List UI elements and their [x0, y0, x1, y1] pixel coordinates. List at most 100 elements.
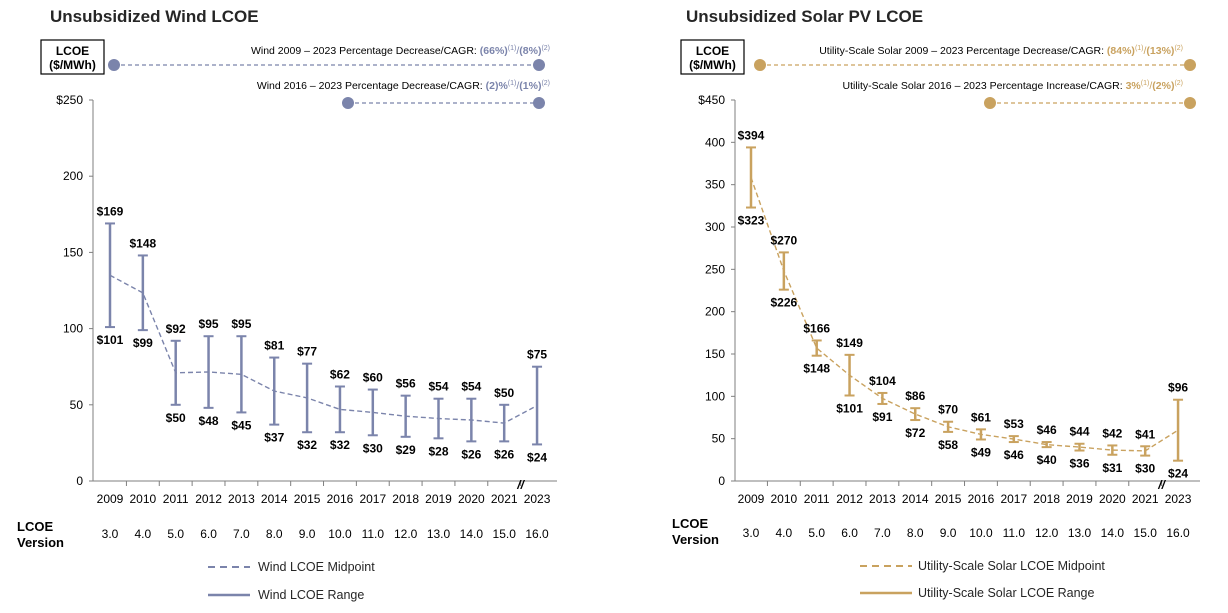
low-label: $48 [199, 414, 219, 428]
note-sup: (2) [1174, 80, 1183, 87]
version-label: 10.0 [328, 527, 352, 541]
version-label: 15.0 [1134, 526, 1158, 540]
ylabel-line: LCOE [56, 44, 89, 58]
version-axis-label: LCOE [17, 519, 53, 534]
version-label: 7.0 [233, 527, 250, 541]
note-range-start-dot [342, 97, 354, 109]
ylabel-line: LCOE [696, 44, 729, 58]
note-sup: (1) [508, 45, 517, 52]
low-label: $30 [1135, 462, 1155, 476]
high-label: $41 [1135, 427, 1155, 441]
version-label: 9.0 [299, 527, 316, 541]
note-sep: / [1149, 80, 1152, 92]
note-range-end-dot [533, 97, 545, 109]
low-label: $26 [461, 447, 481, 461]
note-label: Wind 2016 – 2023 Percentage Decrease/CAG… [257, 80, 486, 92]
version-label: 16.0 [525, 527, 549, 541]
y-tick-label: 300 [705, 220, 725, 234]
ylabel-text: LCOE ($/MWh) [689, 44, 736, 72]
low-label: $72 [905, 426, 925, 440]
x-tick-label: 2012 [836, 492, 863, 506]
high-label: $56 [396, 377, 416, 391]
high-label: $62 [330, 368, 350, 382]
high-label: $104 [869, 374, 896, 388]
note-value2: (1%) [519, 80, 541, 92]
high-label: $61 [971, 410, 991, 424]
note-range-end-dot [533, 59, 545, 71]
version-axis-label: Version [17, 535, 64, 550]
high-label: $50 [494, 386, 514, 400]
note-text: Utility-Scale Solar 2016 – 2023 Percenta… [843, 80, 1183, 92]
low-label: $31 [1102, 461, 1122, 475]
low-label: $24 [1168, 467, 1188, 481]
legend-range-label: Wind LCOE Range [258, 588, 364, 602]
low-label: $323 [738, 214, 765, 228]
x-tick-label: 2012 [195, 492, 222, 506]
x-tick-label: 2023 [524, 492, 551, 506]
low-label: $36 [1069, 457, 1089, 471]
note-range-start-dot [754, 59, 766, 71]
note-range-end-dot [1184, 59, 1196, 71]
legend-range-label: Utility-Scale Solar LCOE Range [918, 586, 1095, 600]
x-tick-label: 2009 [97, 492, 124, 506]
note-value: (84%) [1107, 45, 1135, 57]
note-value2: (13%) [1146, 45, 1174, 57]
x-tick-label: 2014 [902, 492, 929, 506]
x-tick-label: 2017 [1000, 492, 1027, 506]
version-label: 11.0 [1003, 526, 1026, 540]
high-label: $75 [527, 348, 547, 362]
x-tick-label: 2019 [425, 492, 452, 506]
note-label: Wind 2009 – 2023 Percentage Decrease/CAG… [251, 45, 480, 57]
y-tick-label: 250 [705, 262, 725, 276]
note-range-end-dot [1184, 97, 1196, 109]
x-tick-label: 2016 [327, 492, 354, 506]
y-tick-label: 200 [63, 169, 83, 183]
high-label: $46 [1037, 423, 1057, 437]
low-label: $50 [166, 411, 186, 425]
x-tick-label: 2021 [1132, 492, 1159, 506]
y-tick-label: 100 [705, 389, 725, 403]
note-sup: (2) [541, 45, 550, 52]
low-label: $30 [363, 441, 383, 455]
version-axis-label: LCOE [672, 516, 708, 531]
version-label: 14.0 [1101, 526, 1125, 540]
x-tick-label: 2023 [1165, 492, 1192, 506]
low-label: $37 [264, 431, 284, 445]
version-label: 8.0 [907, 526, 924, 540]
version-label: 6.0 [200, 527, 217, 541]
note-value: 3% [1126, 80, 1142, 92]
y-tick-label: 400 [705, 135, 725, 149]
low-label: $29 [396, 443, 416, 457]
high-label: $70 [938, 403, 958, 417]
note-value2: (2%) [1152, 80, 1174, 92]
low-label: $32 [297, 438, 317, 452]
note-label: Utility-Scale Solar 2009 – 2023 Percenta… [819, 45, 1107, 57]
note-text: Utility-Scale Solar 2009 – 2023 Percenta… [819, 45, 1183, 57]
high-label: $169 [97, 204, 124, 218]
axis-break-marker: // [1157, 478, 1166, 492]
x-tick-label: 2016 [968, 492, 995, 506]
high-label: $54 [461, 380, 481, 394]
low-label: $58 [938, 438, 958, 452]
low-label: $26 [494, 447, 514, 461]
x-tick-label: 2010 [129, 492, 156, 506]
y-tick-label: 50 [712, 432, 726, 446]
note-sep: / [1144, 45, 1147, 57]
note-label: Utility-Scale Solar 2016 – 2023 Percenta… [843, 80, 1126, 92]
version-label: 14.0 [460, 527, 484, 541]
y-tick-label: 50 [70, 398, 84, 412]
x-tick-label: 2014 [261, 492, 288, 506]
high-label: $86 [905, 389, 925, 403]
x-tick-label: 2017 [359, 492, 386, 506]
version-label: 5.0 [808, 526, 825, 540]
version-axis-label: Version [672, 532, 719, 547]
version-label: 7.0 [874, 526, 891, 540]
ylabel-box [40, 39, 105, 75]
low-label: $40 [1037, 453, 1057, 467]
note-range-start-dot [984, 97, 996, 109]
legend-midpoint-label: Wind LCOE Midpoint [258, 560, 375, 574]
x-tick-label: 2011 [163, 492, 189, 506]
x-tick-label: 2013 [869, 492, 896, 506]
x-tick-label: 2021 [491, 492, 518, 506]
